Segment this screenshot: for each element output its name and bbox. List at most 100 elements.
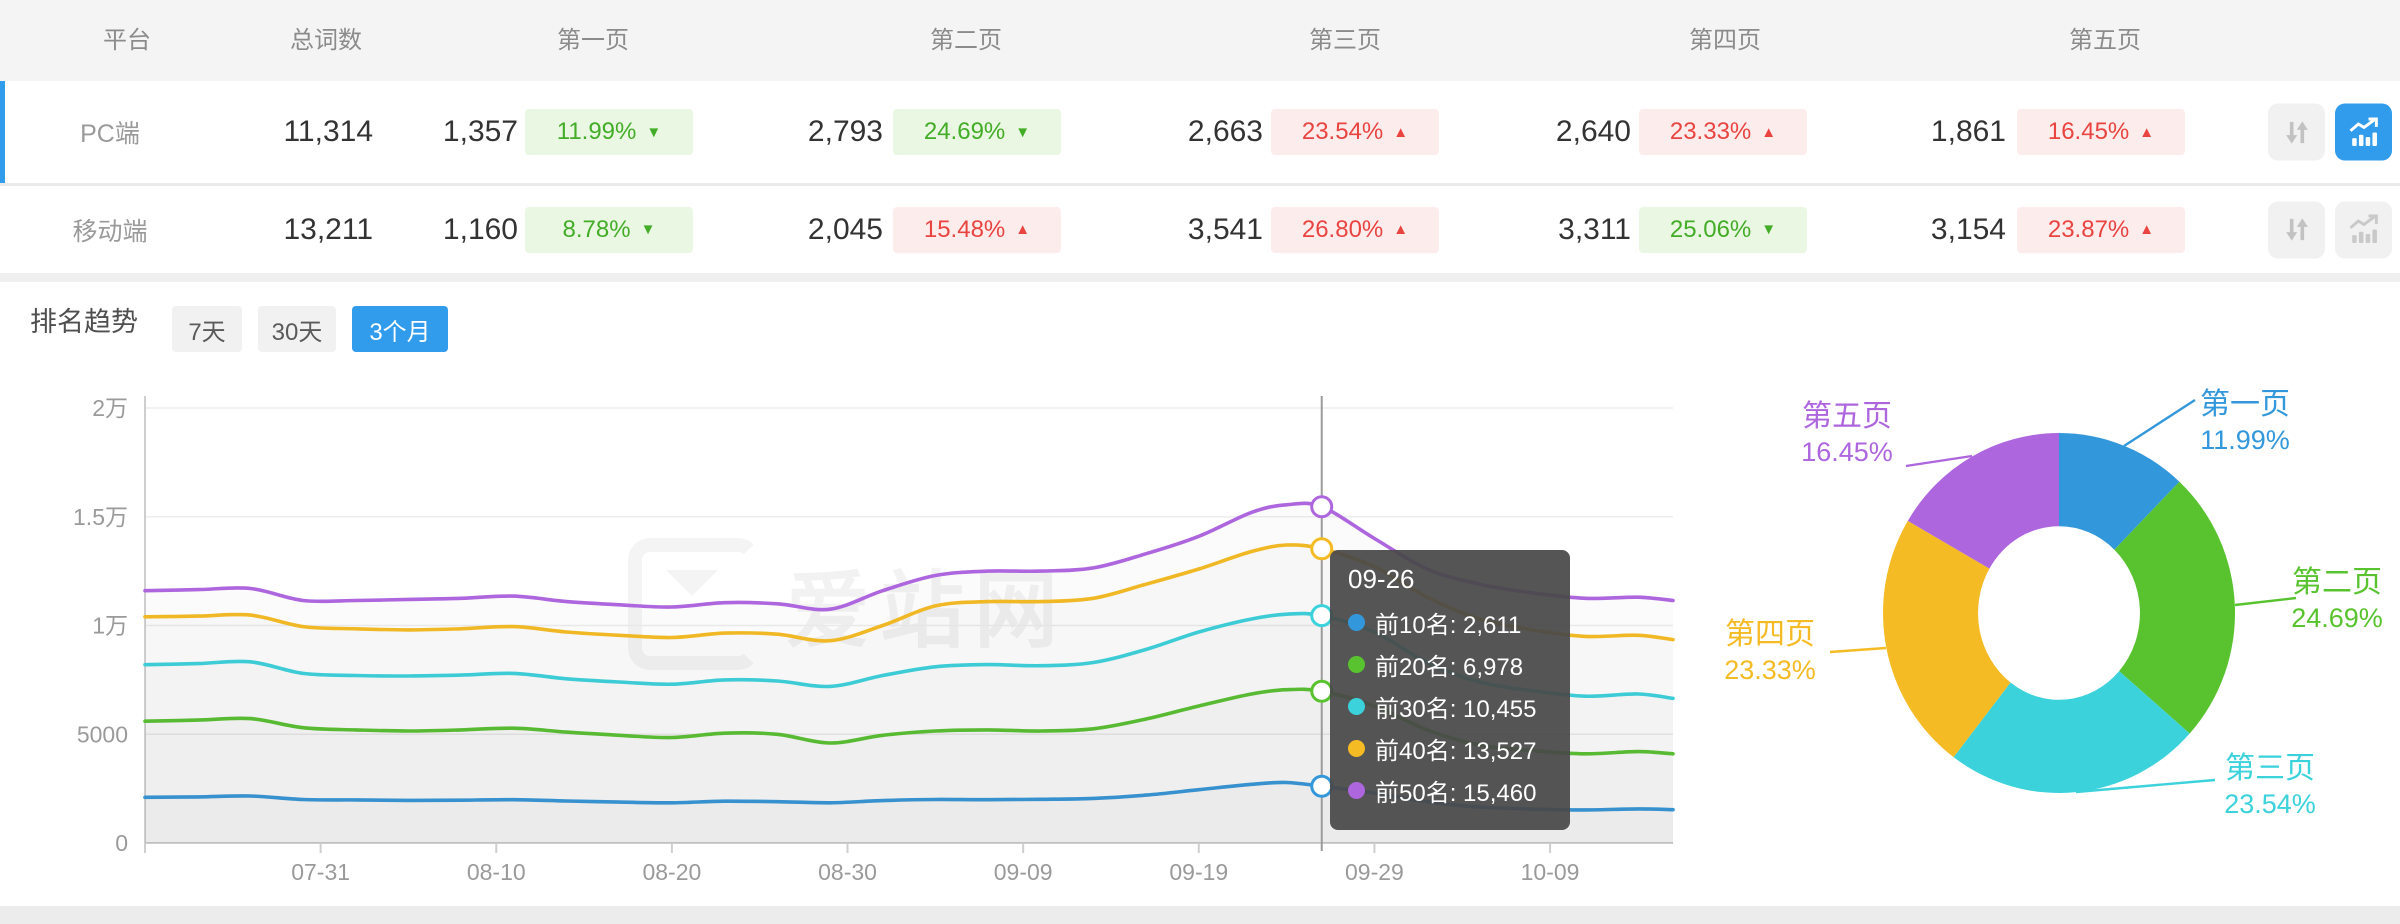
series-dot-icon <box>1348 613 1365 631</box>
tooltip-item: 前10名: 2,611 <box>1348 601 1570 643</box>
tooltip-item-text: 前40名: 13,527 <box>1375 737 1537 765</box>
series-dot-icon <box>1348 781 1365 799</box>
donut-leader-line <box>2234 596 2297 607</box>
table-row[interactable]: 移动端 13,211 1,160 8.78% ▼ 2,045 15.48% ▲ 3,541 26.… <box>0 186 2400 273</box>
percent-value: 8.78% <box>562 215 631 243</box>
filter-3个月[interactable]: 3个月 <box>352 306 448 352</box>
donut-label-percent: 23.54% <box>2224 788 2316 819</box>
page5-count: 1,861 <box>1930 115 2006 148</box>
page1-count: 1,357 <box>442 115 518 148</box>
tooltip-item-text: 前30名: 10,455 <box>1375 695 1537 723</box>
selected-row-indicator <box>0 81 5 183</box>
row-divider <box>0 183 2400 186</box>
trend-section-header: 排名趋势 7天 30天 3个月 <box>0 282 2400 362</box>
tooltip-item-text: 前20名: 6,978 <box>1375 653 1524 681</box>
filter-7天[interactable]: 7天 <box>172 306 242 352</box>
trend-title: 排名趋势 <box>30 307 138 337</box>
tooltip-item-text: 前10名: 2,611 <box>1375 611 1522 639</box>
percent-value: 11.99% <box>556 118 637 145</box>
percent-value: 23.33% <box>1669 118 1752 145</box>
tooltip-item: 前20名: 6,978 <box>1348 643 1570 685</box>
column-header-5: 第三页 <box>1309 27 1381 54</box>
donut-slice-第二页[interactable] <box>2114 481 2235 734</box>
donut-label-percent: 16.45% <box>1801 436 1893 467</box>
percent-value: 26.80% <box>1301 215 1384 243</box>
trend-chart-button[interactable] <box>2335 103 2392 161</box>
donut-slice-第一页[interactable] <box>2059 433 2180 550</box>
donut-leader-line <box>2123 398 2196 448</box>
donut-leader-line <box>1829 646 1887 654</box>
x-axis-tick-label: 09-09 <box>994 859 1053 885</box>
percent-value: 16.45% <box>2047 118 2130 145</box>
sort-compare-button[interactable] <box>2268 201 2325 258</box>
arrow-down-icon: ▼ <box>646 123 662 141</box>
total-words-value: 11,314 <box>283 115 373 148</box>
page1-percent-badge: 8.78% ▼ <box>525 206 693 253</box>
series-dot-icon <box>1348 739 1365 757</box>
arrow-up-icon: ▲ <box>1393 221 1409 238</box>
arrow-up-icon: ▲ <box>1015 221 1031 238</box>
donut-slice-第三页[interactable] <box>1953 671 2190 793</box>
x-axis-tick-label: 08-10 <box>467 859 526 885</box>
y-axis-tick-label: 1.5万 <box>73 504 128 530</box>
percent-value: 23.54% <box>1301 118 1384 145</box>
platform-label: 移动端 <box>72 217 148 246</box>
donut-label-percent: 11.99% <box>2200 424 2290 455</box>
page3-count: 2,663 <box>1187 115 1263 148</box>
donut-label-percent: 24.69% <box>2291 602 2383 633</box>
platform-label: PC端 <box>80 120 140 148</box>
section-divider <box>0 273 2400 282</box>
donut-slice-第五页[interactable] <box>1907 433 2059 569</box>
donut-leader-line <box>1905 454 1973 468</box>
arrow-up-icon: ▲ <box>2139 123 2155 141</box>
percent-value: 25.06% <box>1669 215 1752 243</box>
hover-marker-前40名 <box>1310 537 1334 561</box>
tooltip-date: 09-26 <box>1348 564 1415 594</box>
page4-count: 3,311 <box>1558 212 1631 246</box>
page3-count: 3,541 <box>1187 212 1263 246</box>
column-header-6: 第四页 <box>1689 27 1761 54</box>
total-words-value: 13,211 <box>283 212 373 246</box>
column-header-2: 总词数 <box>290 27 362 54</box>
tooltip-item: 前50名: 15,460 <box>1348 769 1570 811</box>
hover-marker-前30名 <box>1310 604 1334 628</box>
percent-value: 15.48% <box>923 215 1006 243</box>
column-header-1: 平台 <box>103 27 151 54</box>
donut-label-第四页: 第四页 23.33% <box>1690 616 1850 687</box>
trend-chart-button[interactable] <box>2335 201 2392 258</box>
column-header-7: 第五页 <box>2069 27 2141 54</box>
sort-compare-button[interactable] <box>2268 103 2325 161</box>
donut-label-name: 第二页 <box>2292 566 2382 599</box>
donut-slice-第四页[interactable] <box>1883 520 2011 758</box>
donut-label-第三页: 第三页 23.54% <box>2185 750 2355 821</box>
trend-chart-icon <box>2349 117 2378 146</box>
page4-percent-badge: 25.06% ▼ <box>1639 206 1807 253</box>
table-row[interactable]: PC端 11,314 1,357 11.99% ▼ 2,793 24.69% ▼ 2,663 23… <box>0 81 2400 183</box>
donut-label-第五页: 第五页 16.45% <box>1767 398 1927 469</box>
x-axis-tick-label: 09-19 <box>1169 859 1228 885</box>
page2-percent-badge: 24.69% ▼ <box>893 109 1061 155</box>
x-axis-tick-label: 08-20 <box>642 859 701 885</box>
filter-30天[interactable]: 30天 <box>258 306 336 352</box>
hover-marker-前10名 <box>1310 774 1334 798</box>
arrow-down-icon: ▼ <box>640 221 656 238</box>
series-dot-icon <box>1348 697 1365 715</box>
series-dot-icon <box>1348 655 1365 673</box>
ranking-table-header: 平台 总词数 第一页 第二页 第三页 第四页 第五页 <box>0 0 2400 81</box>
page2-count: 2,045 <box>807 212 883 246</box>
donut-label-name: 第五页 <box>1802 400 1892 433</box>
donut-leader-line <box>2075 778 2216 794</box>
donut-label-第二页: 第二页 24.69% <box>2272 564 2400 635</box>
sort-arrows-icon <box>2285 218 2308 241</box>
page5-percent-badge: 23.87% ▲ <box>2017 206 2185 253</box>
column-header-3: 第一页 <box>557 27 629 54</box>
page1-percent-badge: 11.99% ▼ <box>525 109 693 155</box>
page3-percent-badge: 26.80% ▲ <box>1271 206 1439 253</box>
x-axis-tick-label: 08-30 <box>818 859 877 885</box>
page3-percent-badge: 23.54% ▲ <box>1271 109 1439 155</box>
donut-label-第一页: 第一页 11.99% <box>2160 386 2330 457</box>
page4-count: 2,640 <box>1555 115 1631 148</box>
hover-marker-前20名 <box>1310 679 1334 703</box>
